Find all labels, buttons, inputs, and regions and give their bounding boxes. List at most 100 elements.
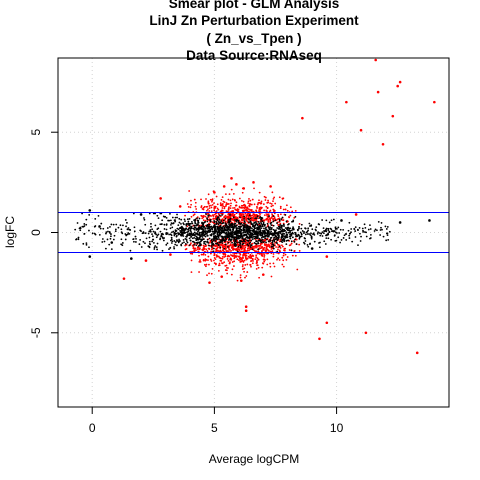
data-point — [248, 229, 251, 231]
data-point — [199, 259, 201, 261]
data-point — [171, 226, 174, 229]
data-point — [255, 246, 257, 249]
data-point — [240, 216, 243, 219]
data-point — [262, 247, 265, 250]
data-point — [254, 227, 257, 230]
data-point — [223, 231, 226, 234]
data-point — [263, 260, 266, 263]
data-point — [239, 279, 243, 282]
data-point — [194, 234, 196, 237]
data-point — [244, 249, 247, 252]
data-point — [270, 203, 273, 205]
data-point — [359, 128, 363, 132]
data-point — [273, 239, 276, 242]
data-point — [203, 263, 206, 266]
data-point — [98, 225, 101, 228]
data-point — [268, 244, 271, 247]
data-point — [256, 235, 259, 237]
data-point — [247, 213, 250, 215]
data-point — [281, 234, 284, 237]
data-point — [204, 243, 207, 246]
data-point — [223, 261, 226, 264]
data-point — [209, 258, 212, 261]
data-point — [242, 187, 246, 190]
data-point — [230, 273, 233, 276]
data-point — [217, 269, 220, 272]
data-point — [261, 224, 264, 226]
data-point — [271, 239, 274, 242]
data-point — [188, 232, 191, 235]
data-point — [218, 214, 221, 217]
data-point — [83, 223, 86, 225]
data-point — [202, 252, 205, 255]
data-point — [241, 256, 244, 259]
data-point — [267, 213, 270, 216]
data-point — [338, 232, 341, 234]
data-point — [202, 246, 205, 249]
data-point — [222, 185, 226, 188]
data-point — [188, 227, 191, 230]
data-point — [256, 224, 259, 227]
data-point — [224, 217, 227, 220]
data-point — [217, 244, 220, 247]
data-point — [299, 231, 302, 234]
data-point — [230, 213, 233, 216]
data-point — [253, 203, 256, 206]
data-point — [314, 228, 317, 231]
data-point — [353, 228, 356, 231]
data-point — [297, 229, 299, 232]
data-point — [204, 235, 207, 238]
data-point — [304, 240, 307, 242]
data-point — [83, 233, 86, 235]
data-point — [257, 258, 260, 261]
data-point — [120, 238, 123, 241]
data-point — [255, 222, 258, 225]
data-point — [141, 232, 144, 235]
data-point — [261, 235, 264, 237]
data-point — [117, 226, 120, 229]
data-point — [211, 200, 213, 203]
data-point — [359, 240, 362, 242]
data-point — [256, 261, 258, 264]
data-point — [228, 248, 231, 251]
data-point — [127, 232, 130, 234]
data-point — [151, 228, 154, 231]
data-point — [239, 276, 242, 279]
data-point — [144, 259, 148, 262]
data-point — [280, 218, 283, 220]
data-point — [115, 223, 118, 226]
data-point — [246, 228, 249, 231]
data-point — [198, 217, 201, 220]
data-point — [168, 233, 171, 236]
data-point — [154, 224, 157, 227]
data-point — [235, 204, 238, 207]
data-point — [149, 243, 152, 246]
data-point — [263, 209, 266, 212]
data-point — [224, 220, 227, 223]
data-point — [307, 227, 310, 230]
data-point — [248, 205, 251, 208]
data-point — [215, 262, 217, 265]
data-point — [291, 236, 294, 239]
data-point — [246, 249, 249, 252]
data-point — [361, 227, 364, 230]
data-point — [156, 234, 159, 237]
data-point — [364, 226, 367, 229]
data-point — [220, 229, 223, 232]
data-point — [184, 214, 186, 217]
data-point — [169, 219, 172, 222]
data-point — [153, 248, 156, 250]
data-point — [250, 265, 252, 268]
data-point — [266, 201, 269, 204]
data-point — [185, 224, 188, 227]
data-point — [251, 223, 253, 226]
data-point — [196, 236, 198, 239]
data-point — [343, 234, 346, 237]
data-point — [292, 226, 294, 229]
data-point — [268, 227, 271, 229]
data-point — [255, 240, 257, 242]
data-point — [278, 259, 281, 261]
data-point — [198, 231, 201, 234]
data-point — [256, 215, 259, 218]
data-point — [262, 258, 265, 261]
